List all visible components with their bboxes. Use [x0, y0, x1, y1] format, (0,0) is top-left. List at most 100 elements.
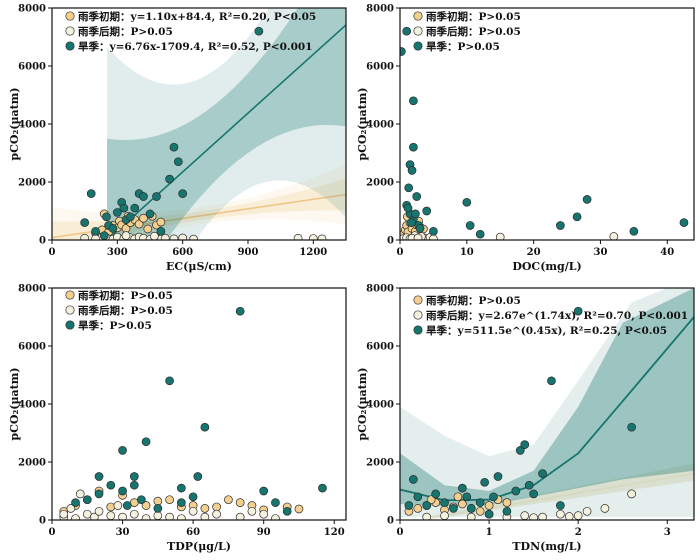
data-point [130, 203, 140, 213]
legend-entry: 雨季后期：P>0.05 [426, 25, 521, 38]
data-point [254, 26, 264, 36]
x-axis-label: EC(μS/cm) [166, 260, 232, 273]
y-tick-label: 2000 [366, 458, 394, 469]
data-point [403, 203, 413, 213]
legend-marker [413, 26, 423, 36]
data-point [177, 483, 186, 493]
data-point [520, 511, 530, 520]
data-point [511, 486, 521, 496]
y-tick-label: 2000 [18, 178, 46, 189]
legend-entry: 旱季：P>0.05 [78, 319, 152, 332]
chart-panel-3: 0 30 60 90 120 0 2000 4000 6000 8000 TDP(μg/L) pCO₂… [8, 284, 347, 553]
data-point [188, 506, 198, 516]
data-point [212, 502, 221, 512]
data-point [475, 229, 485, 239]
y-tick-label: 6000 [366, 342, 394, 353]
data-point [169, 234, 179, 240]
data-point [106, 502, 116, 512]
x-tick-label: 20 [527, 247, 541, 258]
data-point [118, 486, 127, 496]
y-axis-label: pCO₂(μatm) [8, 367, 21, 440]
data-point [141, 514, 151, 520]
data-point [106, 480, 116, 490]
data-point [173, 157, 183, 167]
legend-marker [65, 41, 75, 51]
data-point [139, 192, 148, 201]
data-point [143, 224, 153, 234]
data-point [89, 512, 99, 520]
legend-entry: 雨季初期：P>0.05 [426, 10, 521, 23]
legend-marker [413, 310, 423, 320]
data-point [609, 232, 619, 240]
data-point [75, 489, 85, 499]
data-point [94, 489, 104, 499]
data-point [165, 376, 174, 386]
x-tick-label: 120 [324, 527, 345, 538]
x-tick-label: 30 [116, 527, 130, 538]
data-point [141, 501, 151, 510]
x-tick-label: 600 [172, 247, 193, 258]
data-point [489, 492, 498, 502]
confidence-band [400, 288, 694, 507]
data-point [573, 306, 583, 316]
data-point [679, 218, 689, 227]
data-point [193, 472, 203, 481]
chart-panel-4: 0 1 2 3 0 2000 4000 6000 8000 TDN(mg/L) pCO₂(μatm)… [356, 284, 695, 553]
y-tick-label: 4000 [366, 120, 394, 131]
data-point [259, 509, 269, 519]
y-tick-label: 4000 [18, 400, 46, 411]
data-point [308, 234, 318, 240]
data-point [422, 501, 432, 510]
data-point [153, 496, 163, 506]
data-point [80, 233, 90, 240]
legend-marker [65, 320, 75, 330]
data-point [156, 226, 166, 236]
data-point [493, 472, 503, 481]
data-point [466, 504, 476, 513]
data-point [259, 486, 269, 496]
data-point [629, 226, 639, 236]
data-point [415, 224, 425, 233]
data-point [153, 504, 163, 513]
data-point [538, 512, 547, 520]
data-point [129, 509, 139, 519]
data-point [169, 142, 179, 152]
y-tick-label: 0 [387, 236, 394, 247]
data-point [122, 501, 132, 510]
data-point [188, 492, 198, 502]
y-tick-label: 2000 [366, 178, 394, 189]
data-point [271, 514, 280, 520]
data-point [121, 231, 131, 240]
data-point [86, 189, 96, 198]
data-point [82, 495, 92, 505]
data-point [520, 440, 530, 449]
data-point [524, 480, 534, 490]
data-point [137, 495, 146, 505]
legend-entry: 旱季：y=6.76x-1709.4, R²=0.52, P<0.001 [78, 40, 312, 53]
data-point [91, 234, 100, 240]
data-point [409, 96, 418, 106]
data-point [502, 506, 512, 516]
x-tick-label: 1200 [299, 247, 327, 258]
x-tick-label: 300 [107, 247, 128, 258]
data-point [141, 437, 151, 447]
data-point [400, 47, 406, 56]
x-tick-label: 2 [575, 527, 582, 538]
data-point [407, 166, 417, 175]
data-point [556, 509, 565, 519]
legend-entry: 旱季：P>0.05 [426, 40, 500, 53]
data-point [165, 512, 174, 520]
data-point [200, 512, 210, 520]
data-point [429, 234, 438, 240]
legend-marker [413, 41, 423, 51]
data-point [235, 498, 245, 507]
legend-marker [65, 26, 75, 36]
legend-entry: 雨季初期：P>0.05 [426, 294, 521, 307]
data-point [484, 509, 494, 519]
data-point [572, 212, 582, 222]
data-point [429, 226, 438, 236]
data-point [224, 495, 233, 505]
data-point [431, 489, 440, 499]
data-point [94, 506, 104, 516]
data-point [440, 498, 449, 507]
